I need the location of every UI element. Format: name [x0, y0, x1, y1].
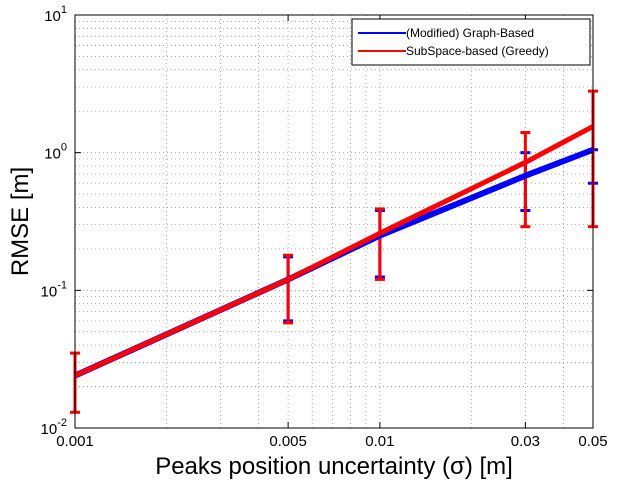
x-tick-label: 0.005 [269, 433, 307, 450]
y-tick-label: 10-2 [41, 417, 67, 438]
series-lines [73, 124, 595, 379]
x-tick-label: 0.05 [578, 433, 607, 450]
legend-label: SubSpace-based (Greedy) [406, 44, 549, 58]
x-axis-label: Peaks position uncertainty (σ) [m] [155, 453, 513, 480]
y-tick-labels: 10-2 10-1 100 101 [41, 4, 67, 438]
grid [75, 15, 593, 428]
series-line [73, 124, 595, 378]
legend-box [351, 18, 591, 66]
plot-frame [74, 14, 594, 429]
x-tick-label: 0.01 [365, 433, 394, 450]
legend-label: (Modified) Graph-Based [406, 26, 534, 40]
axis-ticks [74, 14, 594, 429]
x-tick-label: 0.03 [511, 433, 540, 450]
x-tick-label: 0.001 [56, 433, 94, 450]
y-tick-label: 101 [44, 4, 67, 25]
legend: (Modified) Graph-Based SubSpace-based (Gr… [351, 18, 591, 66]
y-axis-label: RMSE [m] [7, 167, 34, 276]
y-tick-label: 100 [44, 142, 67, 163]
plot-area [75, 15, 593, 428]
x-tick-labels: 0.001 0.005 0.01 0.03 0.05 [56, 433, 607, 450]
y-tick-label: 10-1 [41, 279, 67, 300]
